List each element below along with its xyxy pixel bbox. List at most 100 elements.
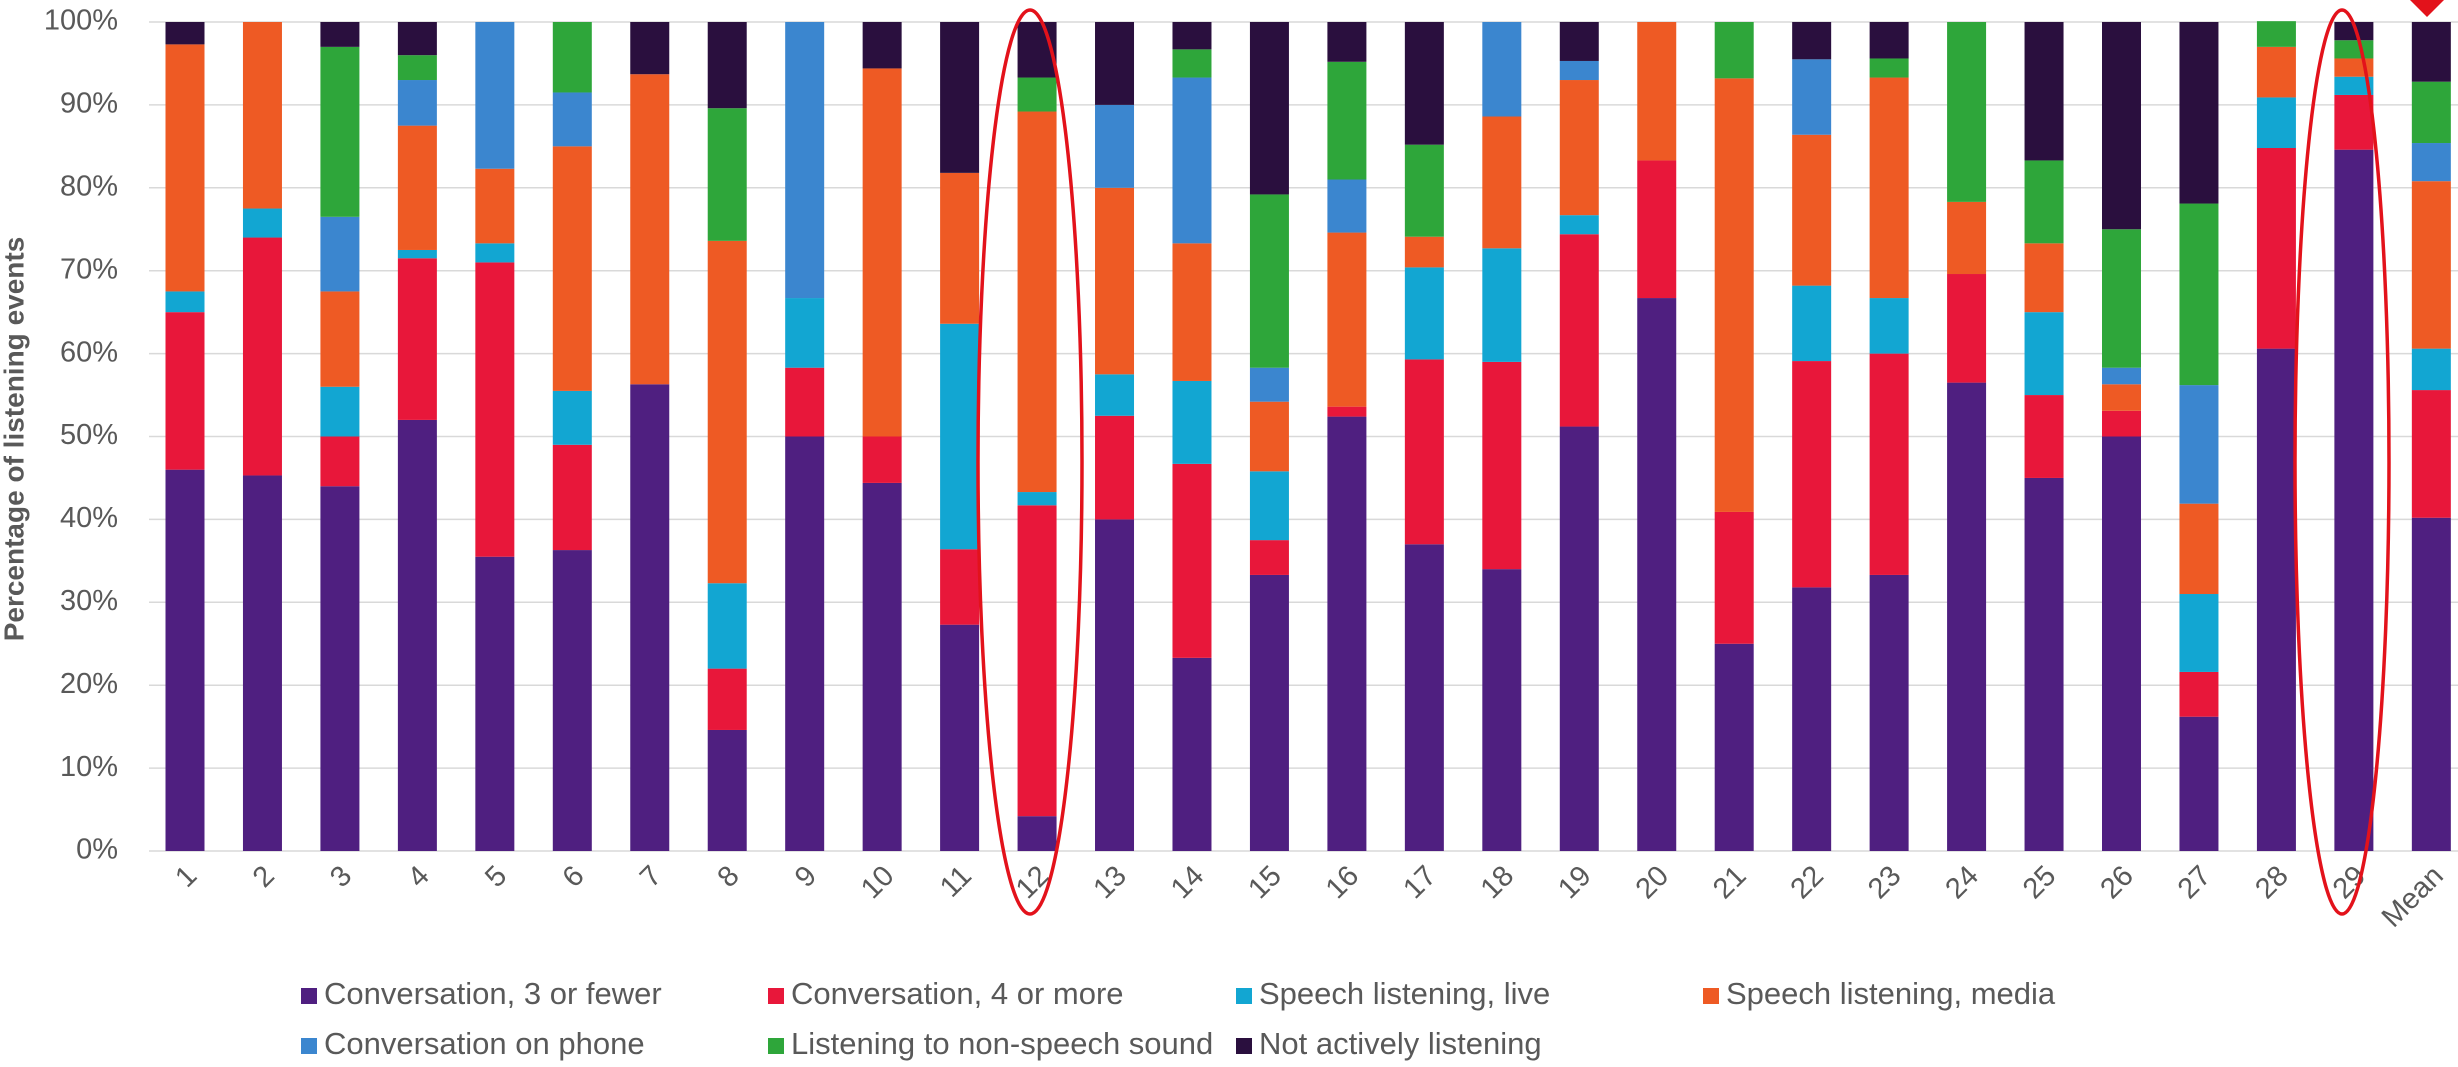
bar-segment xyxy=(1172,657,1212,851)
bar-segment xyxy=(1017,505,1057,817)
bar-segment xyxy=(1172,22,1212,50)
bar-segment xyxy=(1869,22,1909,59)
bar-segment xyxy=(630,22,670,75)
legend-item: Listening to non-speech sound xyxy=(768,1026,1213,1061)
bar-segment xyxy=(1714,643,1754,851)
legend-swatch xyxy=(768,988,784,1004)
bar-segment xyxy=(2411,390,2451,518)
bar-segment xyxy=(2411,181,2451,349)
bar-segment xyxy=(1404,267,1444,360)
bar-segment xyxy=(2411,348,2451,391)
bar-segment xyxy=(1095,22,1135,105)
bar-segment xyxy=(1792,59,1832,135)
bar-segment xyxy=(1172,463,1212,658)
bar-segment xyxy=(1172,243,1212,381)
bar-segment xyxy=(552,146,592,391)
bar-segment xyxy=(242,22,282,209)
highlight-ellipse xyxy=(2293,8,2391,916)
bar-segment xyxy=(630,74,670,385)
legend-swatch xyxy=(1236,1038,1252,1054)
x-tick-label: 16 xyxy=(1320,860,1365,905)
legend-swatch xyxy=(1236,988,1252,1004)
bar-segment xyxy=(1017,111,1057,493)
bar-segment xyxy=(707,22,747,109)
bar-segment xyxy=(1792,587,1832,851)
bar-segment xyxy=(1869,574,1909,851)
bar-segment xyxy=(1559,60,1599,81)
bar-segment xyxy=(320,436,360,487)
x-tick-label: 10 xyxy=(855,860,900,905)
x-tick-label: 27 xyxy=(2172,860,2217,905)
bar-segment xyxy=(1095,519,1135,851)
bar-segment xyxy=(2179,385,2219,504)
x-tick-label: 28 xyxy=(2249,860,2294,905)
x-tick-label: 15 xyxy=(1242,860,1287,905)
bar-segment xyxy=(862,436,902,483)
bar-segment xyxy=(2179,594,2219,672)
bar-segment xyxy=(1404,359,1444,545)
y-tick-label: 0% xyxy=(76,834,118,866)
bar-segment xyxy=(475,168,515,244)
bar-segment xyxy=(1792,361,1832,588)
bar-segment xyxy=(2334,76,2374,95)
bar-segment xyxy=(1172,77,1212,244)
bar-segment xyxy=(2334,40,2374,59)
bar-segment xyxy=(2179,22,2219,204)
legend-swatch xyxy=(768,1038,784,1054)
bar-segment xyxy=(2411,81,2451,144)
x-tick-label: 25 xyxy=(2017,860,2062,905)
bar-segment xyxy=(320,486,360,851)
bar-segment xyxy=(1327,406,1367,417)
x-tick-label: 5 xyxy=(479,860,513,894)
x-tick-label: 17 xyxy=(1397,860,1442,905)
bar-segment xyxy=(552,444,592,551)
x-tick-label: Mean xyxy=(2376,860,2450,934)
bar-segment xyxy=(397,258,437,420)
bar-segment xyxy=(1017,77,1057,112)
bar-segment xyxy=(397,80,437,126)
bar-segment xyxy=(1327,61,1367,180)
bar-segment xyxy=(1714,22,1754,79)
bar-segment xyxy=(1869,353,1909,575)
x-tick-label: 22 xyxy=(1785,860,1830,905)
legend-label: Speech listening, live xyxy=(1259,976,1550,1011)
y-tick-label: 100% xyxy=(44,5,118,37)
bar-segment xyxy=(2411,22,2451,82)
bar-segment xyxy=(397,22,437,56)
bar-segment xyxy=(320,291,360,387)
bar-segment xyxy=(1249,471,1289,541)
bar-segment xyxy=(165,312,205,470)
bar-segment xyxy=(2102,229,2141,368)
bar-segment xyxy=(1947,382,1987,851)
arrow-marker xyxy=(2410,0,2444,17)
bar-segment xyxy=(2102,436,2141,851)
x-tick-label: 3 xyxy=(324,860,358,894)
bar-segment xyxy=(2411,517,2451,851)
legend-item: Not actively listening xyxy=(1236,1026,1542,1061)
x-tick-label: 18 xyxy=(1475,860,1520,905)
bar-segment xyxy=(1095,374,1135,416)
legend-label: Speech listening, media xyxy=(1726,976,2056,1011)
bar-segment xyxy=(1249,194,1289,368)
bar-segment xyxy=(242,475,282,851)
y-tick-label: 90% xyxy=(60,88,118,120)
legend-item: Conversation, 4 or more xyxy=(768,976,1124,1011)
bar-segment xyxy=(785,22,825,299)
bar-segment xyxy=(475,262,515,557)
bar-segment xyxy=(940,549,980,625)
bar-segment xyxy=(1947,22,1987,202)
plot: 0%10%20%30%40%50%60%70%80%90%100%1 2 3 4 5 6 7… xyxy=(44,5,2458,934)
bar-segment xyxy=(475,556,515,851)
legend-swatch xyxy=(1703,988,1719,1004)
bar-segment xyxy=(2179,671,2219,717)
legend-label: Conversation on phone xyxy=(324,1026,645,1061)
bar-segment xyxy=(397,55,437,81)
bar-segment xyxy=(707,668,747,730)
bar-segment xyxy=(1559,80,1599,216)
bar-segment xyxy=(1249,367,1289,402)
bar-segment xyxy=(1559,22,1599,61)
y-axis-title: Percentage of listening events xyxy=(0,237,29,642)
bar-segment xyxy=(785,298,825,368)
bar-segment xyxy=(1482,361,1522,570)
bar-segment xyxy=(1095,104,1135,188)
